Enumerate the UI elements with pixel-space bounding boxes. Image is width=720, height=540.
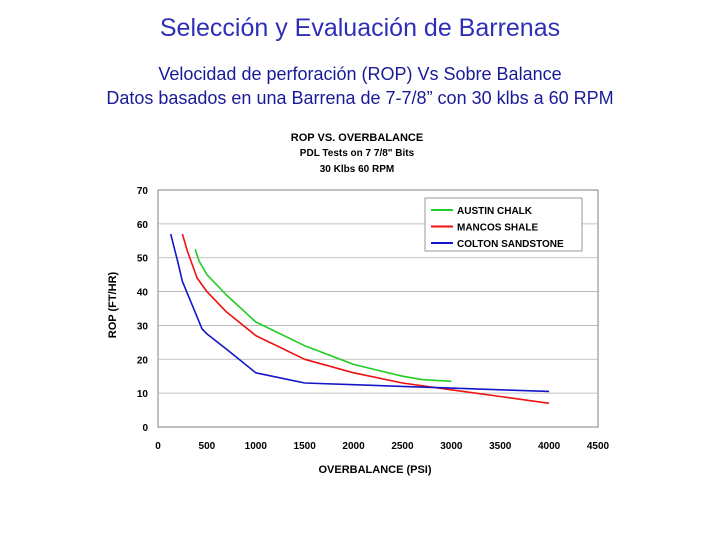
legend-label: MANCOS SHALE [457,223,538,234]
y-axis-label: ROP (FT/HR) [107,271,119,338]
x-tick-label: 3000 [440,441,463,452]
slide-subtitle: Velocidad de perforación (ROP) Vs Sobre … [158,64,562,84]
y-axis-ticks: 0 10 20 30 40 50 60 70 [137,186,149,434]
slide-subtitle-details: Datos basados en una Barrena de 7-7/8” c… [106,88,614,108]
y-tick-label: 60 [137,220,149,231]
x-tick-label: 3500 [489,441,512,452]
y-tick-label: 0 [142,423,148,434]
series-line-colton-sandstone [169,233,550,393]
y-tick-label: 50 [137,254,149,265]
x-tick-label: 2500 [391,441,414,452]
series-line-austin-chalk [194,249,452,383]
chart-title-line-2: PDL Tests on 7 7/8" Bits [300,148,415,159]
legend-label: COLTON SANDSTONE [457,239,564,250]
chart-title-line-3: 30 Klbs 60 RPM [320,164,394,175]
x-axis-ticks: 0 500 1000 1500 2000 2500 3000 3500 4000 4500 [155,441,609,452]
x-tick-label: 2000 [342,441,365,452]
x-tick-label: 500 [199,441,216,452]
x-tick-label: 0 [155,441,161,452]
series-line-mancos-shale [181,233,550,405]
chart-title-line-1: ROP VS. OVERBALANCE [291,132,423,144]
x-tick-label: 1000 [245,441,268,452]
legend-box [424,197,583,252]
y-tick-label: 10 [137,389,149,400]
y-tick-label: 20 [137,355,149,366]
slide-title: Selección y Evaluación de Barrenas [159,14,561,42]
x-axis-label: OVERBALANCE (PSI) [318,464,431,476]
x-tick-label: 1500 [294,441,317,452]
y-tick-label: 70 [137,186,149,197]
x-tick-label: 4500 [587,441,610,452]
legend-label: AUSTIN CHALK [457,206,533,217]
y-tick-label: 40 [137,288,149,299]
series-lines [169,233,550,405]
legend: AUSTIN CHALK MANCOS SHALE COLTON SANDSTONE [424,197,583,252]
rop-vs-overbalance-chart: ROP VS. OVERBALANCE PDL Tests on 7 7/8" … [107,132,610,476]
y-tick-label: 30 [137,321,149,332]
x-tick-label: 4000 [538,441,561,452]
